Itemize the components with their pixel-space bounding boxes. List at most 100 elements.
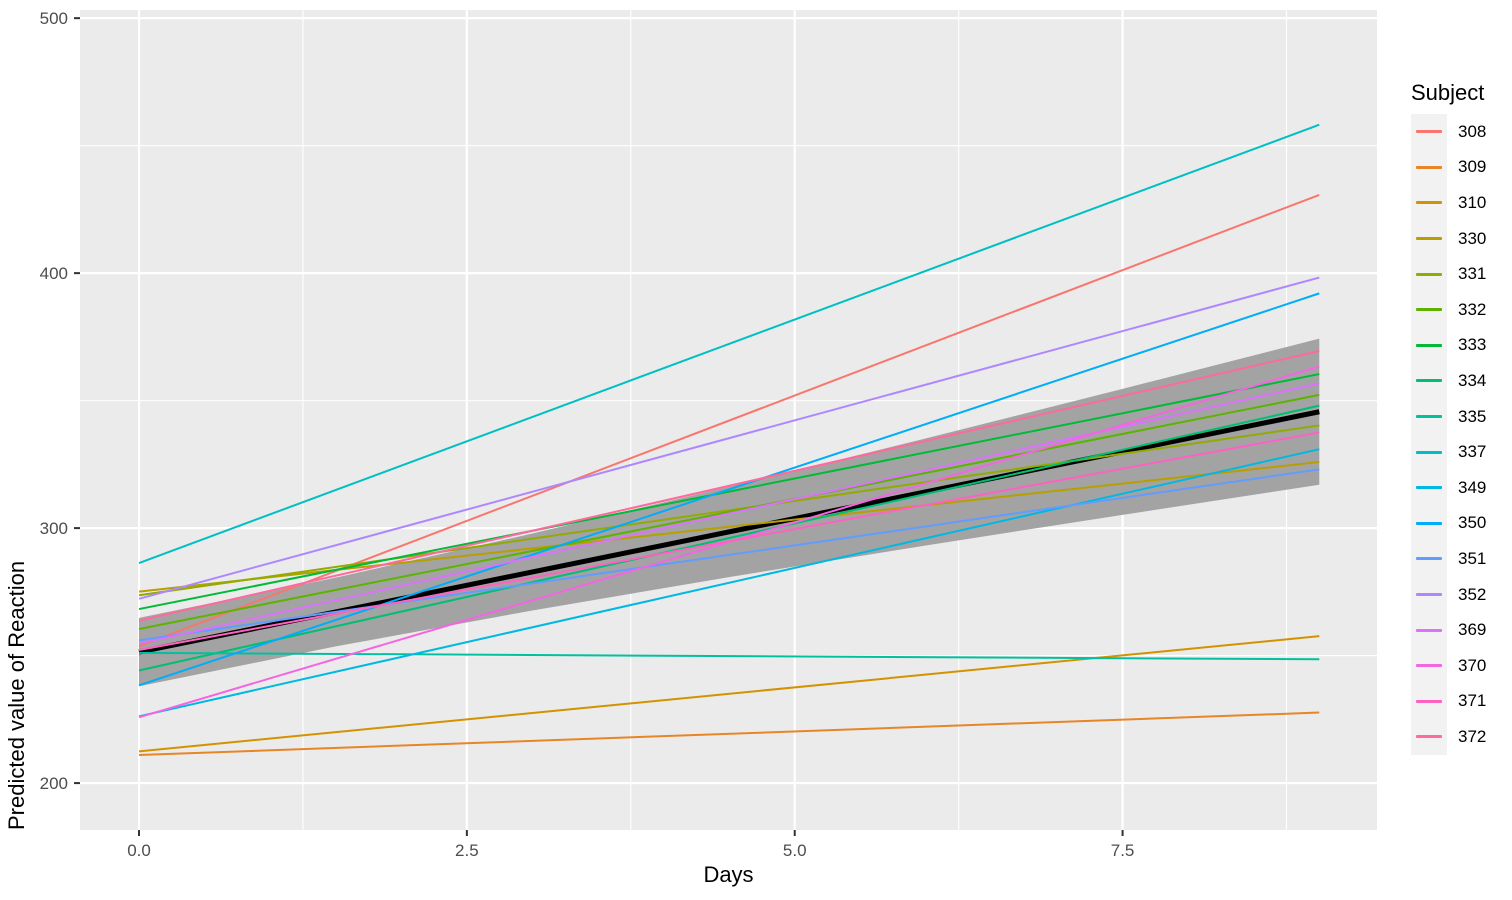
subject-line-331 bbox=[138, 424, 1320, 597]
legend-item-309: 309 bbox=[1411, 149, 1487, 186]
legend-key-line-icon bbox=[1416, 450, 1442, 454]
legend-item-330: 330 bbox=[1411, 220, 1487, 257]
legend-item-label: 330 bbox=[1458, 228, 1487, 248]
legend-item-369: 369 bbox=[1411, 612, 1486, 648]
legend-key-line-icon bbox=[1416, 557, 1442, 561]
legend-key-line-icon bbox=[1416, 593, 1442, 597]
y-tick-label: 500 bbox=[40, 9, 68, 28]
legend-item-349: 349 bbox=[1411, 469, 1487, 506]
y-tick-label: 200 bbox=[40, 774, 68, 793]
legend-key bbox=[1411, 612, 1447, 648]
legend-title: Subject bbox=[1411, 80, 1485, 105]
legend-item-label: 370 bbox=[1458, 655, 1487, 675]
legend-key bbox=[1411, 647, 1447, 684]
subject-line-309 bbox=[138, 711, 1320, 757]
legend-key bbox=[1411, 256, 1447, 292]
legend-item-label: 369 bbox=[1458, 620, 1487, 640]
legend-key bbox=[1411, 434, 1447, 470]
legend-key bbox=[1411, 114, 1447, 150]
legend-item-label: 335 bbox=[1458, 406, 1487, 426]
subject-line-333 bbox=[138, 373, 1320, 611]
legend-key bbox=[1411, 541, 1447, 577]
legend-item-label: 308 bbox=[1458, 121, 1487, 141]
legend-key-line-icon bbox=[1416, 521, 1442, 525]
legend-item-label: 334 bbox=[1458, 370, 1487, 390]
y-tick-label: 400 bbox=[40, 264, 68, 283]
subject-line-350 bbox=[138, 292, 1320, 687]
legend-key-line-icon bbox=[1416, 130, 1442, 134]
subject-line-310 bbox=[138, 635, 1320, 753]
legend-key bbox=[1411, 327, 1447, 364]
legend-item-334: 334 bbox=[1411, 363, 1486, 399]
subject-line-334 bbox=[138, 404, 1320, 672]
legend-key-line-icon bbox=[1416, 343, 1442, 347]
legend-key-line-icon bbox=[1416, 486, 1442, 490]
legend-items: 308 309 310 330 331 332 333 334 335 337 349 350 351 3… bbox=[1411, 114, 1486, 755]
legend-item-label: 333 bbox=[1458, 335, 1487, 355]
legend-item-371: 371 bbox=[1411, 683, 1487, 720]
legend-key-line-icon bbox=[1416, 272, 1442, 276]
legend-item-label: 310 bbox=[1458, 192, 1487, 212]
x-tick-label: 5.0 bbox=[783, 841, 807, 860]
legend-key-line-icon bbox=[1416, 415, 1442, 419]
legend-item-350: 350 bbox=[1411, 505, 1487, 542]
legend-item-372: 372 bbox=[1411, 719, 1486, 755]
subject-line-332 bbox=[138, 393, 1320, 630]
x-axis-title: Days bbox=[703, 862, 754, 887]
y-axis-title: Predicted value of Reaction bbox=[4, 560, 29, 830]
legend-key bbox=[1411, 363, 1447, 399]
legend-key bbox=[1411, 149, 1447, 186]
legend-item-337: 337 bbox=[1411, 434, 1486, 470]
legend-item-332: 332 bbox=[1411, 291, 1487, 328]
legend-item-333: 333 bbox=[1411, 327, 1487, 364]
subject-line-308 bbox=[138, 193, 1320, 648]
legend-item-label: 349 bbox=[1458, 477, 1487, 497]
legend-key-line-icon bbox=[1416, 237, 1442, 241]
legend-key-line-icon bbox=[1416, 628, 1442, 632]
legend-key bbox=[1411, 291, 1447, 328]
subject-line-369 bbox=[138, 382, 1320, 645]
legend-key bbox=[1411, 398, 1447, 435]
legend-key bbox=[1411, 185, 1447, 221]
legend-item-label: 352 bbox=[1458, 584, 1487, 604]
legend-item-335: 335 bbox=[1411, 398, 1487, 435]
legend-item-310: 310 bbox=[1411, 185, 1486, 221]
legend-item-351: 351 bbox=[1411, 541, 1486, 577]
legend-key bbox=[1411, 220, 1447, 257]
legend-key bbox=[1411, 576, 1447, 613]
subject-line-337 bbox=[138, 123, 1320, 564]
legend-key bbox=[1411, 719, 1447, 755]
subject-line-371 bbox=[138, 431, 1320, 651]
legend-item-label: 331 bbox=[1458, 264, 1487, 284]
subject-line-372 bbox=[138, 350, 1320, 622]
legend-key-line-icon bbox=[1416, 201, 1442, 205]
subject-line-349 bbox=[138, 448, 1320, 718]
legend: Subject 308 309 310 330 331 332 333 334 335 337 34… bbox=[1411, 82, 1486, 755]
y-tick-label: 300 bbox=[40, 519, 68, 538]
legend-item-352: 352 bbox=[1411, 576, 1487, 613]
subject-line-335 bbox=[139, 651, 1320, 661]
subject-line-352 bbox=[138, 276, 1320, 600]
legend-item-label: 351 bbox=[1458, 548, 1487, 568]
legend-key-line-icon bbox=[1416, 379, 1442, 383]
legend-item-331: 331 bbox=[1411, 256, 1486, 292]
legend-item-308: 308 bbox=[1411, 114, 1486, 150]
legend-item-label: 372 bbox=[1458, 726, 1487, 746]
legend-item-label: 332 bbox=[1458, 299, 1487, 319]
legend-key-line-icon bbox=[1416, 165, 1442, 169]
subject-line-351 bbox=[138, 468, 1320, 642]
legend-item-label: 371 bbox=[1458, 691, 1487, 711]
x-tick-label: 2.5 bbox=[455, 841, 479, 860]
legend-key-line-icon bbox=[1416, 308, 1442, 312]
legend-key-line-icon bbox=[1416, 735, 1442, 739]
legend-key-line-icon bbox=[1416, 699, 1442, 703]
legend-item-370: 370 bbox=[1411, 647, 1487, 684]
legend-item-label: 350 bbox=[1458, 513, 1487, 533]
legend-key bbox=[1411, 469, 1447, 506]
legend-key bbox=[1411, 505, 1447, 542]
legend-item-label: 337 bbox=[1458, 442, 1487, 462]
legend-item-label: 309 bbox=[1458, 157, 1487, 177]
legend-key bbox=[1411, 683, 1447, 720]
